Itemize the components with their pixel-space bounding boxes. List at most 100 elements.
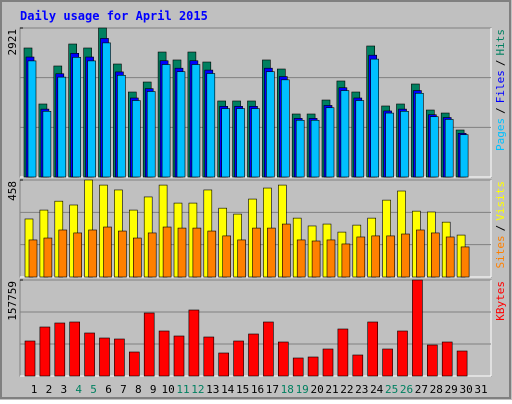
- legend-entry: Visits: [494, 181, 507, 221]
- bar: [69, 321, 80, 377]
- bar: [429, 116, 439, 178]
- legend-entry: Sites: [494, 235, 507, 268]
- bar: [337, 328, 349, 377]
- bar: [281, 223, 291, 278]
- bar: [39, 326, 51, 377]
- bar: [177, 227, 187, 278]
- bar: [207, 230, 217, 278]
- bar: [147, 232, 157, 278]
- bar: [322, 348, 334, 377]
- y-tick-label: 157759: [6, 281, 19, 321]
- bar: [237, 239, 246, 278]
- bar: [146, 91, 156, 178]
- bar: [292, 357, 304, 377]
- x-tick-label: 4: [75, 383, 82, 396]
- bar: [203, 336, 215, 377]
- bar: [355, 100, 365, 178]
- bar: [176, 71, 186, 178]
- bar: [88, 229, 97, 278]
- x-tick-label: 22: [340, 383, 353, 396]
- bar: [367, 321, 379, 377]
- x-tick-label: 20: [310, 383, 323, 396]
- bar: [118, 230, 127, 278]
- bar: [133, 237, 142, 278]
- bar: [161, 64, 171, 178]
- x-tick-label: 14: [221, 383, 235, 396]
- bar: [382, 348, 393, 377]
- x-tick-label: 25: [385, 383, 398, 396]
- bar: [84, 332, 95, 377]
- x-tick-label: 21: [325, 383, 338, 396]
- x-tick-label: 30: [459, 383, 472, 396]
- bar: [385, 112, 394, 178]
- bar: [459, 134, 469, 178]
- bar: [248, 333, 259, 377]
- x-tick-label: 12: [191, 383, 204, 396]
- x-tick-label: 3: [60, 383, 67, 396]
- bar: [221, 108, 230, 178]
- bar: [54, 322, 66, 377]
- bar: [280, 79, 290, 178]
- bar: [206, 73, 216, 178]
- x-tick-label: 27: [415, 383, 428, 396]
- y-tick-label: 2921: [6, 29, 19, 56]
- bar: [341, 243, 351, 278]
- bar: [162, 226, 172, 278]
- bar: [371, 235, 381, 278]
- bar: [72, 57, 81, 178]
- bar: [24, 340, 36, 377]
- bar: [340, 90, 350, 178]
- bar: [73, 232, 82, 278]
- bar: [218, 352, 229, 377]
- bar: [310, 119, 320, 178]
- bar: [192, 227, 202, 278]
- legend: KBytes: [494, 281, 507, 321]
- legend-entry: Files: [494, 70, 507, 103]
- bar: [132, 100, 141, 178]
- bar: [326, 239, 336, 278]
- legend-separator: /: [494, 107, 507, 114]
- x-tick-label: 28: [430, 383, 443, 396]
- x-tick-label: 23: [355, 383, 368, 396]
- bar: [416, 229, 425, 278]
- bar: [103, 226, 112, 278]
- bar: [444, 119, 454, 178]
- x-tick-label: 16: [251, 383, 264, 396]
- y-tick-label: 458: [6, 181, 19, 201]
- bar: [27, 60, 37, 178]
- bar: [370, 58, 380, 178]
- bar: [307, 356, 319, 377]
- bar: [233, 340, 244, 377]
- legend: Pages / Files / Hits: [494, 29, 507, 151]
- bar: [415, 92, 424, 178]
- x-tick-label: 9: [150, 383, 157, 396]
- bar: [57, 76, 67, 178]
- bar: [252, 227, 261, 278]
- bar: [99, 337, 110, 377]
- bar: [143, 312, 155, 377]
- legend-entry: Pages: [494, 118, 507, 151]
- bar: [236, 108, 245, 178]
- x-tick-label: 17: [266, 383, 279, 396]
- bar: [102, 42, 111, 178]
- bar: [426, 344, 438, 377]
- bar: [267, 227, 276, 278]
- chart-title: Daily usage for April 2015: [20, 9, 208, 23]
- bar: [412, 279, 423, 377]
- bar: [87, 60, 96, 178]
- x-tick-label: 5: [90, 383, 97, 396]
- x-tick-label: 31: [474, 383, 487, 396]
- x-tick-label: 29: [445, 383, 458, 396]
- bar: [28, 239, 38, 278]
- bar: [352, 354, 364, 377]
- bar: [114, 338, 125, 377]
- x-tick-label: 6: [105, 383, 112, 396]
- bar: [401, 233, 410, 278]
- bar: [117, 74, 126, 178]
- bar: [191, 64, 201, 178]
- bar: [296, 239, 306, 278]
- bar: [460, 246, 470, 278]
- bar: [386, 235, 395, 278]
